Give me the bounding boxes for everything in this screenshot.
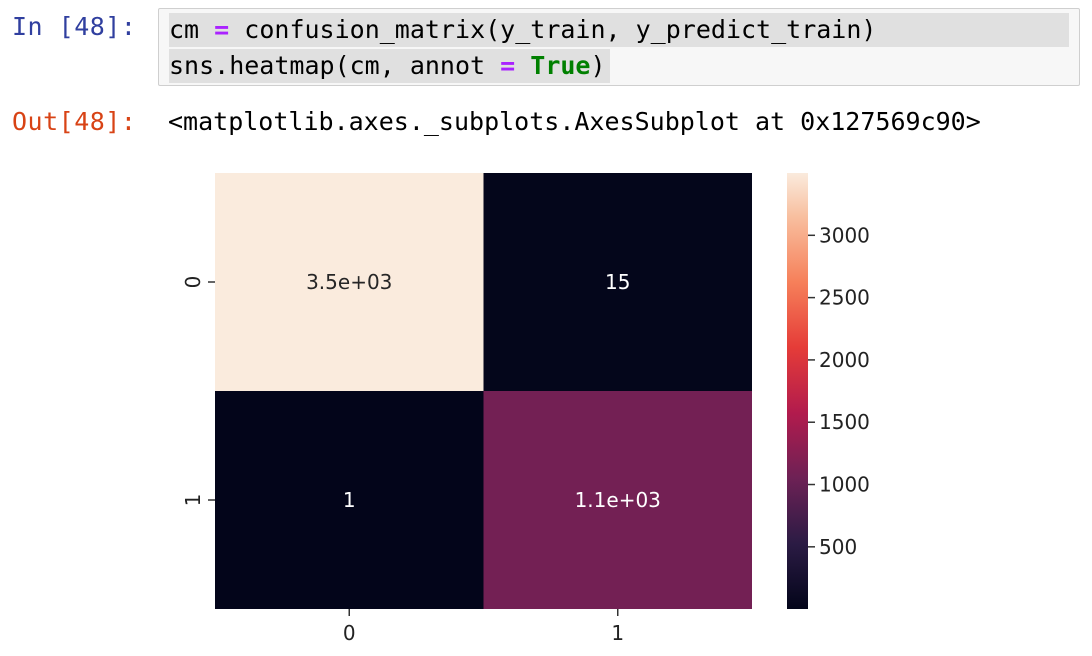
code-keyword-true: True	[530, 51, 591, 80]
colorbar-tick-label: 2500	[819, 286, 870, 310]
cell-annotation-1-0: 1	[343, 488, 356, 512]
code-var-cm: cm	[169, 15, 200, 44]
code-operator: =	[214, 15, 230, 44]
colorbar-tick-label: 1500	[819, 410, 870, 434]
y-tick-label: 0	[181, 276, 205, 289]
code-operator: =	[500, 51, 516, 80]
colorbar-tick-label: 500	[819, 535, 857, 559]
heatmap-cell-0-0	[215, 173, 484, 391]
x-tick-label: 1	[611, 621, 624, 645]
x-tick-label: 0	[343, 621, 356, 645]
output-text: <matplotlib.axes._subplots.AxesSubplot a…	[168, 107, 981, 136]
code-cell[interactable]: cm = confusion_matrix(y_train, y_predict…	[158, 8, 1080, 86]
heatmap-cell-0-1	[483, 173, 752, 391]
cell-annotation-0-0: 3.5e+03	[306, 270, 392, 294]
cell-annotation-0-1: 15	[605, 270, 630, 294]
colorbar-tick-label: 2000	[819, 348, 870, 372]
colorbar	[787, 173, 808, 609]
colorbar-tick-label: 1000	[819, 473, 870, 497]
code-line-2: sns.heatmap(cm, annot = True)	[169, 49, 610, 83]
cell-annotation-1-1: 1.1e+03	[575, 488, 661, 512]
code-line-1: cm = confusion_matrix(y_train, y_predict…	[169, 13, 1069, 47]
output-prompt: Out[48]:	[12, 107, 137, 136]
colorbar-tick-label: 3000	[819, 223, 870, 247]
code-call-end: )	[590, 51, 606, 80]
code-call: confusion_matrix(y_train, y_predict_trai…	[244, 15, 877, 44]
code-call-start: sns.heatmap(cm, annot	[169, 51, 501, 80]
heatmap-cell-1-0	[215, 391, 484, 609]
y-tick-label: 1	[181, 494, 205, 507]
input-prompt: In [48]:	[12, 12, 137, 41]
heatmap-cell-1-1	[483, 391, 752, 609]
